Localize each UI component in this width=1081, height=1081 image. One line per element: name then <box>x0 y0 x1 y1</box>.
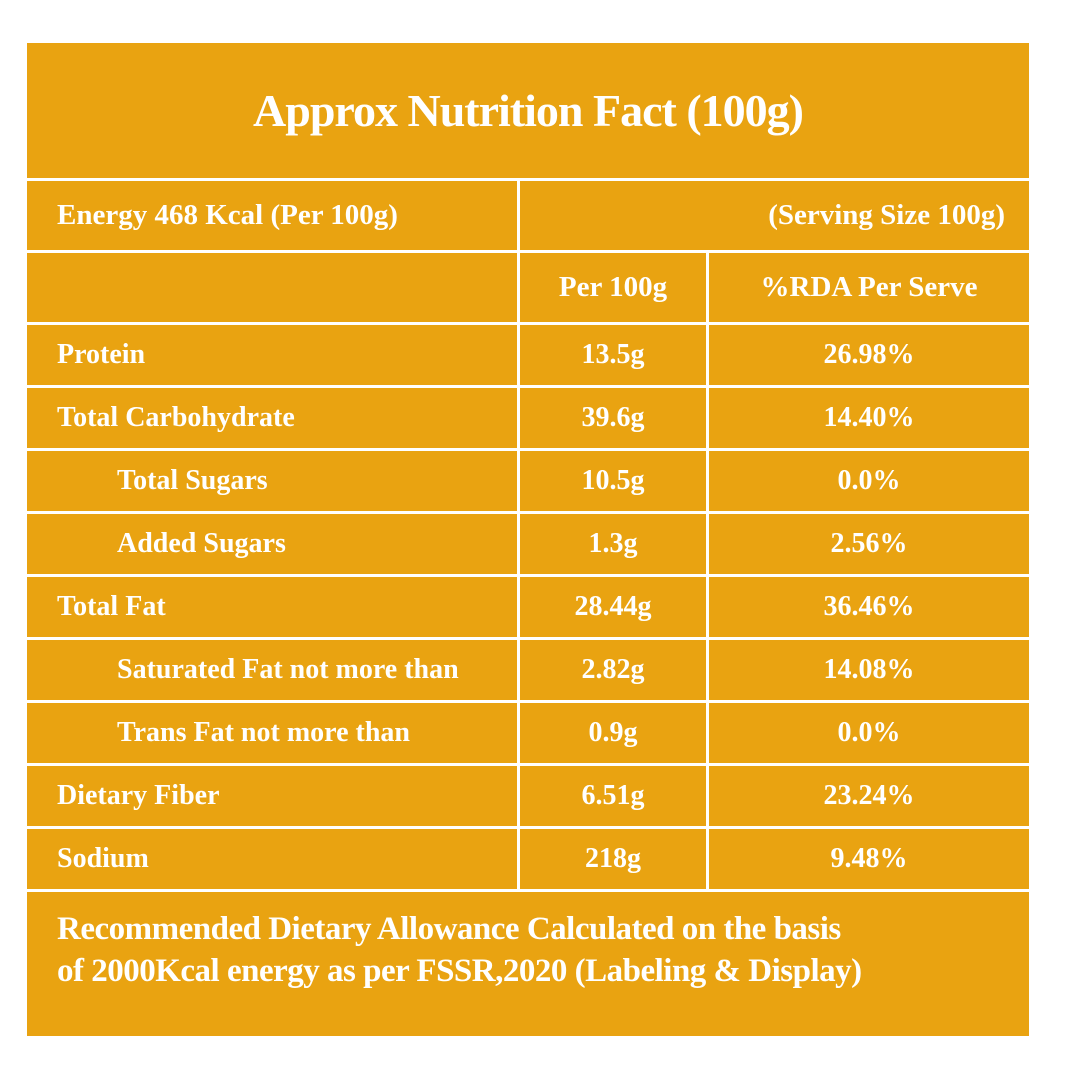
serving-size: (Serving Size 100g) <box>520 181 1029 250</box>
empty-header-cell <box>27 253 517 322</box>
row-value-protein-rda: 26.98% <box>709 325 1029 385</box>
row-value-total-carbohydrate-per-100g: 39.6g <box>520 388 706 448</box>
row-label-sodium: Sodium <box>27 829 517 889</box>
row-value-sodium-rda: 9.48% <box>709 829 1029 889</box>
row-value-trans-fat-rda: 0.0% <box>709 703 1029 763</box>
row-label-added-sugars: Added Sugars <box>27 514 517 574</box>
row-value-saturated-fat-per-100g: 2.82g <box>520 640 706 700</box>
row-label-trans-fat: Trans Fat not more than <box>27 703 517 763</box>
column-header-rda-per-serve: %RDA Per Serve <box>709 253 1029 322</box>
row-label-saturated-fat: Saturated Fat not more than <box>27 640 517 700</box>
row-label-dietary-fiber: Dietary Fiber <box>27 766 517 826</box>
row-label-total-carbohydrate: Total Carbohydrate <box>27 388 517 448</box>
column-header-per-100g: Per 100g <box>520 253 706 322</box>
row-label-total-fat: Total Fat <box>27 577 517 637</box>
row-value-dietary-fiber-rda: 23.24% <box>709 766 1029 826</box>
row-value-dietary-fiber-per-100g: 6.51g <box>520 766 706 826</box>
rda-disclaimer-text: Recommended Dietary Allowance Calculated… <box>57 908 862 992</box>
rda-disclaimer: Recommended Dietary Allowance Calculated… <box>27 892 1029 1036</box>
row-value-total-fat-per-100g: 28.44g <box>520 577 706 637</box>
row-value-saturated-fat-rda: 14.08% <box>709 640 1029 700</box>
row-value-total-sugars-per-100g: 10.5g <box>520 451 706 511</box>
rda-disclaimer-line-2: of 2000Kcal energy as per FSSR,2020 (Lab… <box>57 953 862 990</box>
nutrition-title: Approx Nutrition Fact (100g) <box>27 43 1029 178</box>
row-value-protein-per-100g: 13.5g <box>520 325 706 385</box>
row-value-total-carbohydrate-rda: 14.40% <box>709 388 1029 448</box>
row-value-sodium-per-100g: 218g <box>520 829 706 889</box>
nutrition-facts-table: Approx Nutrition Fact (100g) Energy 468 … <box>27 43 1029 1036</box>
row-value-total-fat-rda: 36.46% <box>709 577 1029 637</box>
row-value-added-sugars-per-100g: 1.3g <box>520 514 706 574</box>
energy-value: Energy 468 Kcal (Per 100g) <box>27 181 517 250</box>
row-label-total-sugars: Total Sugars <box>27 451 517 511</box>
row-value-added-sugars-rda: 2.56% <box>709 514 1029 574</box>
row-value-total-sugars-rda: 0.0% <box>709 451 1029 511</box>
rda-disclaimer-line-1: Recommended Dietary Allowance Calculated… <box>57 911 841 947</box>
row-label-protein: Protein <box>27 325 517 385</box>
row-value-trans-fat-per-100g: 0.9g <box>520 703 706 763</box>
